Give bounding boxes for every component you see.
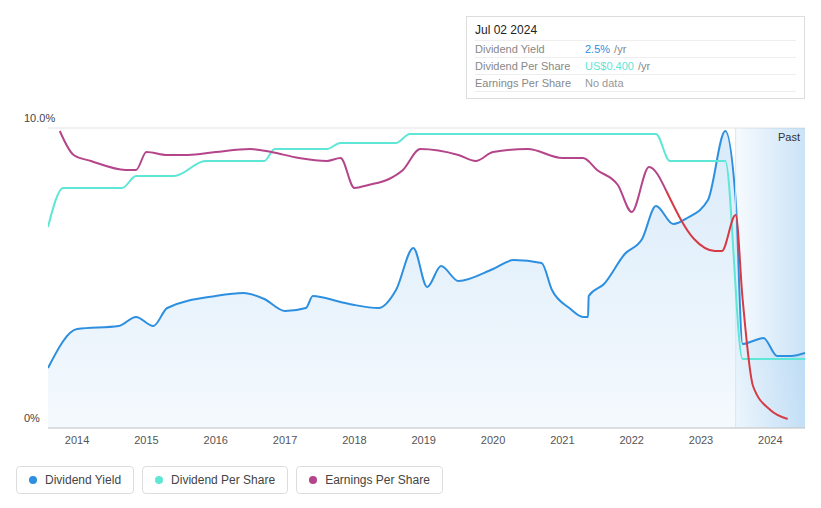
html-text:Jul 02 2024: Jul 02 2024 [475, 23, 538, 37]
svg-text:0%: 0% [24, 412, 40, 424]
svg-text:Past: Past [778, 131, 800, 143]
html-text:No data: No data [585, 77, 624, 89]
svg-text:2021: 2021 [550, 434, 574, 446]
html-text:Dividend Yield: Dividend Yield [475, 43, 545, 55]
svg-text:2019: 2019 [411, 434, 435, 446]
html-text:Earnings Per Share: Earnings Per Share [475, 77, 571, 89]
html-text:US$0.400 /yr: US$0.400 /yr [585, 60, 651, 72]
svg-text:2014: 2014 [65, 434, 89, 446]
svg-text:2015: 2015 [134, 434, 158, 446]
html-text:Dividend Per Share: Dividend Per Share [475, 60, 571, 72]
svg-text:2024: 2024 [758, 434, 782, 446]
html-text:Earnings Per Share: Earnings Per Share [325, 473, 430, 487]
svg-text:2016: 2016 [204, 434, 228, 446]
html-text:2.5% /yr: 2.5% /yr [585, 43, 627, 55]
html-text:Dividend Yield: Dividend Yield [45, 473, 122, 487]
html-text:Dividend Per Share: Dividend Per Share [171, 473, 276, 487]
svg-text:2023: 2023 [689, 434, 713, 446]
svg-text:10.0%: 10.0% [24, 112, 55, 124]
svg-text:2020: 2020 [481, 434, 505, 446]
svg-text:2018: 2018 [342, 434, 366, 446]
svg-text:2022: 2022 [619, 434, 643, 446]
svg-text:2017: 2017 [273, 434, 297, 446]
